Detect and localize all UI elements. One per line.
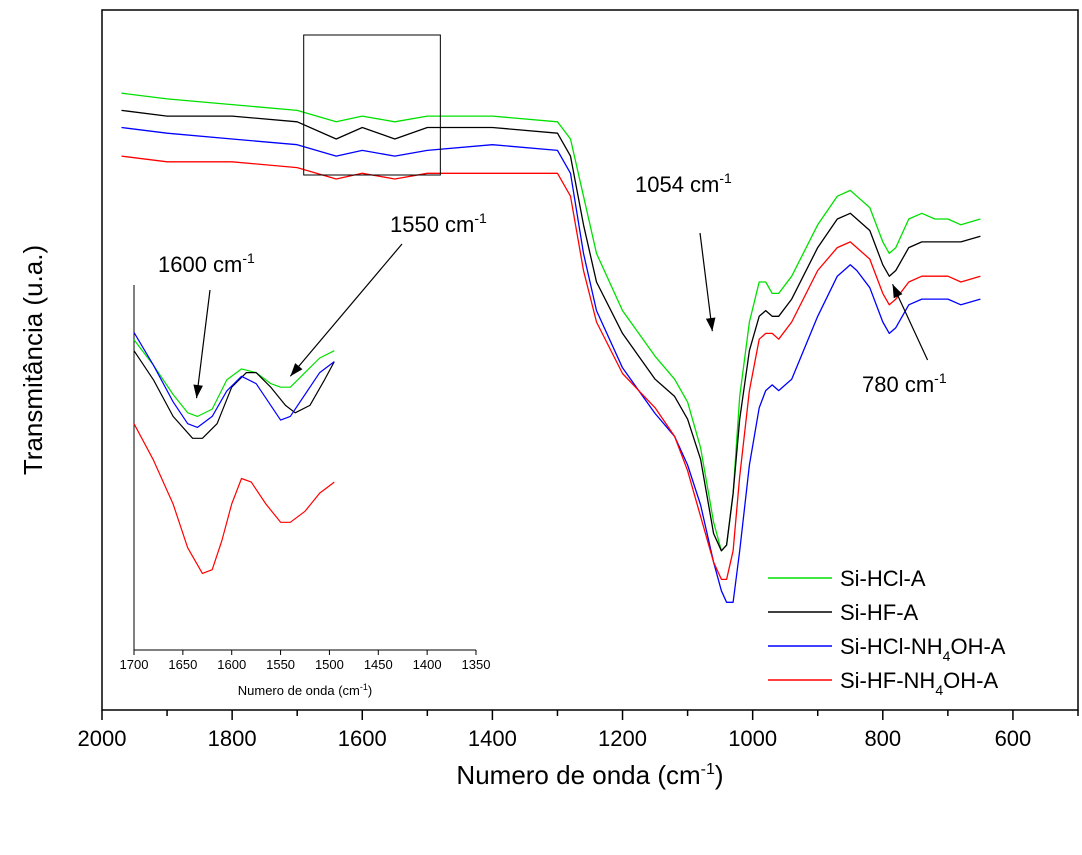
x-tick-label: 800	[864, 726, 901, 751]
x-axis-label: Numero de onda (cm-1)	[456, 760, 723, 790]
x-tick-label: 1600	[338, 726, 387, 751]
inset-x-tick-label: 1700	[120, 657, 149, 672]
zoom-region-box	[303, 34, 441, 176]
inset-peak-label: 1550 cm-1	[390, 210, 487, 237]
legend-label-si-hf-nh4oh-a: Si-HF-NH4OH-A	[840, 668, 998, 698]
inset-x-tick-label: 1400	[413, 657, 442, 672]
main-series	[121, 92, 981, 603]
plot-frame	[101, 9, 1079, 711]
x-tick-label: 1200	[598, 726, 647, 751]
inset-arrow-line	[289, 243, 403, 377]
annotation-arrow-line	[892, 283, 929, 361]
x-tick-label: 1400	[468, 726, 517, 751]
annotation-arrow-line	[699, 232, 713, 332]
inset-x-tick-label: 1600	[217, 657, 246, 672]
inset-arrow-head	[290, 363, 303, 377]
x-tick-label: 600	[995, 726, 1032, 751]
annotation-arrow-head	[705, 317, 716, 332]
series-line-si-hf-nh4oh-a	[121, 155, 981, 581]
y-axis-label: Transmitância (u.a.)	[18, 245, 48, 475]
inset-x-ticks: 1700 1650 1600 1550 1500 1450 1400 1350	[120, 650, 491, 672]
inset-series-line-si-hcl-a	[133, 339, 335, 417]
inset-x-tick-label: 1650	[168, 657, 197, 672]
inset-series-line-si-hf-a	[133, 350, 335, 439]
legend-label-si-hcl-a: Si-HCl-A	[840, 566, 926, 591]
inset-series-line-si-hf-nh4oh-a	[133, 423, 335, 575]
main-annotations: 1054 cm-1 780 cm-1	[635, 170, 947, 397]
inset-x-tick-label: 1500	[315, 657, 344, 672]
legend: Si-HCl-A Si-HF-A Si-HCl-NH4OH-A Si-HF-NH4OH…	[768, 566, 1006, 698]
inset-peak-label: 1600 cm-1	[158, 250, 255, 277]
x-tick-label: 2000	[78, 726, 127, 751]
peak-label: 1054 cm-1	[635, 170, 732, 197]
legend-label-si-hcl-nh4oh-a: Si-HCl-NH4OH-A	[840, 634, 1006, 664]
inset-x-tick-label: 1350	[462, 657, 491, 672]
inset-x-tick-label: 1550	[266, 657, 295, 672]
x-tick-label: 1000	[728, 726, 777, 751]
inset-arrow-line	[195, 289, 211, 399]
inset-annotations: 1600 cm-1 1550 cm-1	[158, 210, 487, 399]
x-tick-label: 1800	[208, 726, 257, 751]
inset-plot: 1700 1650 1600 1550 1500 1450 1400 1350 1600 cm…	[120, 210, 491, 698]
inset-arrow-head	[193, 384, 203, 399]
annotation-arrow-head	[892, 284, 903, 299]
inset-series	[133, 332, 335, 575]
peak-label: 780 cm-1	[862, 370, 947, 397]
inset-x-axis-label: Numero de onda (cm-1)	[238, 682, 372, 698]
series-line-si-hf-a	[121, 109, 981, 552]
main-plot: 2000 1800 1600 1400 1200 1000 800 600 1054 cm-1…	[18, 9, 1079, 790]
inset-x-tick-label: 1450	[364, 657, 393, 672]
x-axis-ticks: 2000 1800 1600 1400 1200 1000 800 600	[78, 710, 1079, 751]
inset-series-line-si-hcl-nh4oh-a	[133, 332, 335, 428]
legend-label-si-hf-a: Si-HF-A	[840, 600, 919, 625]
series-line-si-hcl-nh4oh-a	[121, 126, 981, 603]
